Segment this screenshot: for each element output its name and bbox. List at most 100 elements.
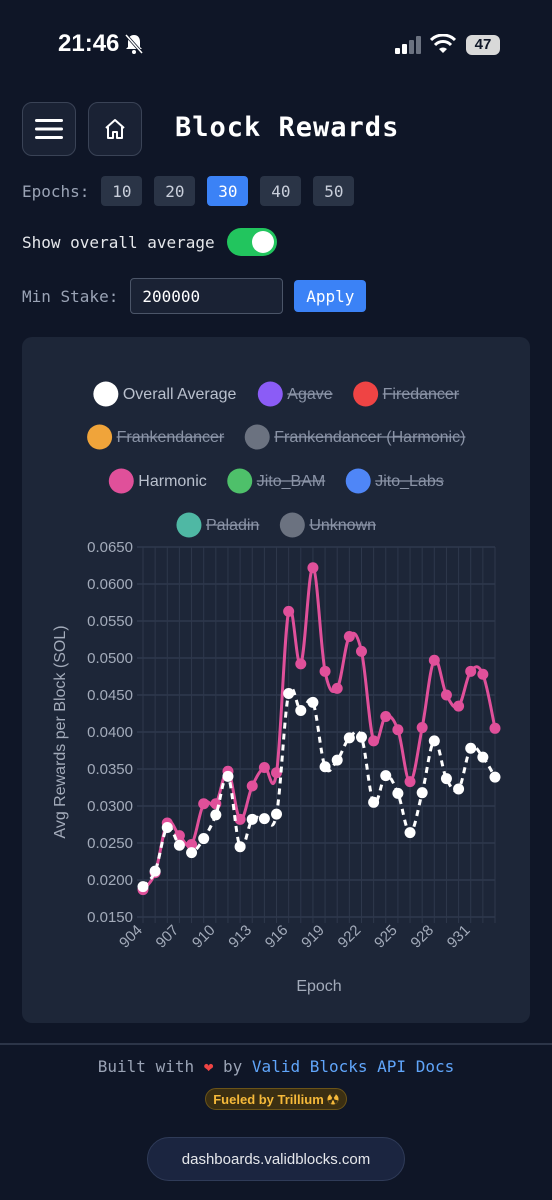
data-point-overall-average [489,771,501,783]
wifi-icon [430,34,456,53]
y-tick-label: 0.0200 [87,872,133,889]
y-tick-label: 0.0300 [87,798,133,815]
data-point-overall-average [307,696,319,708]
x-tick-label: 925 [371,922,401,952]
min-stake-label: Min Stake: [22,286,119,306]
legend-marker [176,512,202,538]
fueled-by-badge[interactable]: Fueled by Trillium [205,1088,347,1110]
y-tick-label: 0.0400 [87,724,133,741]
data-point-harmonic [186,838,198,850]
data-point-harmonic [355,645,367,657]
data-point-harmonic [283,605,295,617]
y-tick-label: 0.0350 [87,761,133,778]
data-point-overall-average [404,827,416,839]
epoch-option-30[interactable]: 30 [207,176,249,206]
by-text: by [223,1057,243,1076]
epoch-option-40[interactable]: 40 [260,176,302,206]
footer-built-with: Built with ❤ by Valid Blocks API Docs [0,1057,552,1076]
data-point-harmonic [319,665,331,677]
data-point-harmonic [453,700,465,712]
min-stake-row: Min Stake: 200000 Apply [22,278,367,314]
x-tick-label: 904 [116,922,146,952]
x-axis-title: Epoch [296,978,341,995]
overall-average-toggle[interactable] [226,228,277,256]
toggle-knob [251,231,274,253]
legend-marker [227,468,253,494]
x-tick-label: 922 [335,922,365,952]
status-time: 21:46 [58,30,120,57]
data-point-overall-average [319,761,331,773]
legend-marker [345,468,371,494]
status-bar: 21:46 47 [0,0,552,90]
data-point-overall-average [186,847,198,859]
valid-blocks-link[interactable]: Valid Blocks [251,1057,368,1076]
y-tick-label: 0.0250 [87,835,133,852]
data-point-overall-average [428,735,440,747]
home-button[interactable] [88,102,142,156]
data-point-overall-average [416,787,428,799]
legend-label: Overall Average [123,386,237,403]
data-point-harmonic [234,813,246,825]
data-point-harmonic [440,689,452,701]
min-stake-input[interactable]: 200000 [130,278,284,314]
data-point-harmonic [331,682,343,694]
data-point-harmonic [198,798,210,810]
x-tick-label: 928 [407,922,437,952]
data-point-overall-average [161,821,173,833]
legend-marker [87,424,113,450]
api-docs-link[interactable]: API Docs [377,1057,455,1076]
radiation-icon [327,1093,339,1105]
apply-button[interactable]: Apply [294,280,367,312]
data-point-overall-average [258,813,270,825]
epoch-option-10[interactable]: 10 [101,176,143,206]
battery-indicator: 47 [466,35,500,55]
x-tick-label: 910 [189,922,219,952]
data-point-harmonic [380,710,392,722]
epoch-option-20[interactable]: 20 [154,176,196,206]
data-point-harmonic [368,735,380,747]
y-tick-label: 0.0600 [87,576,133,593]
x-tick-label: 931 [444,922,474,952]
legend-marker [108,468,134,494]
epochs-label: Epochs: [22,181,90,201]
data-point-harmonic [465,665,477,677]
data-point-overall-average [173,839,185,851]
data-point-harmonic [210,798,222,810]
y-axis-title: Avg Rewards per Block (SOL) [52,625,69,838]
x-tick-label: 907 [153,922,183,952]
data-point-overall-average [440,773,452,785]
legend-marker [244,424,270,450]
data-point-harmonic [416,722,428,734]
built-with-text: Built with [97,1057,195,1076]
data-point-overall-average [246,813,258,825]
home-icon [105,119,125,139]
cellular-signal-icon [395,36,421,54]
page-title: Block Rewards [175,112,400,143]
bell-slash-icon [124,34,144,54]
heart-icon: ❤ [203,1057,214,1076]
data-point-harmonic [489,722,501,734]
data-point-harmonic [271,767,283,779]
chart-card: Overall Average Agave Firedancer Frankendan… [22,337,530,1023]
legend-marker [93,381,119,407]
footer-divider [0,1043,552,1045]
data-point-harmonic [477,668,489,680]
legend-label: Harmonic [138,473,206,490]
fueled-by-text: Fueled by Trillium [213,1091,324,1107]
domain-url[interactable]: dashboards.validblocks.com [147,1137,405,1181]
data-point-harmonic [246,780,258,792]
data-point-harmonic [428,654,440,666]
x-tick-label: 919 [298,922,328,952]
menu-button[interactable] [22,102,76,156]
epoch-option-50[interactable]: 50 [313,176,355,206]
data-point-overall-average [368,796,380,808]
y-tick-label: 0.0450 [87,687,133,704]
data-point-harmonic [343,631,355,643]
data-point-overall-average [222,770,234,782]
data-point-harmonic [258,762,270,774]
data-point-overall-average [295,705,307,717]
y-tick-label: 0.0550 [87,613,133,630]
data-point-harmonic [404,776,416,788]
data-point-overall-average [283,688,295,700]
data-point-overall-average [380,770,392,782]
